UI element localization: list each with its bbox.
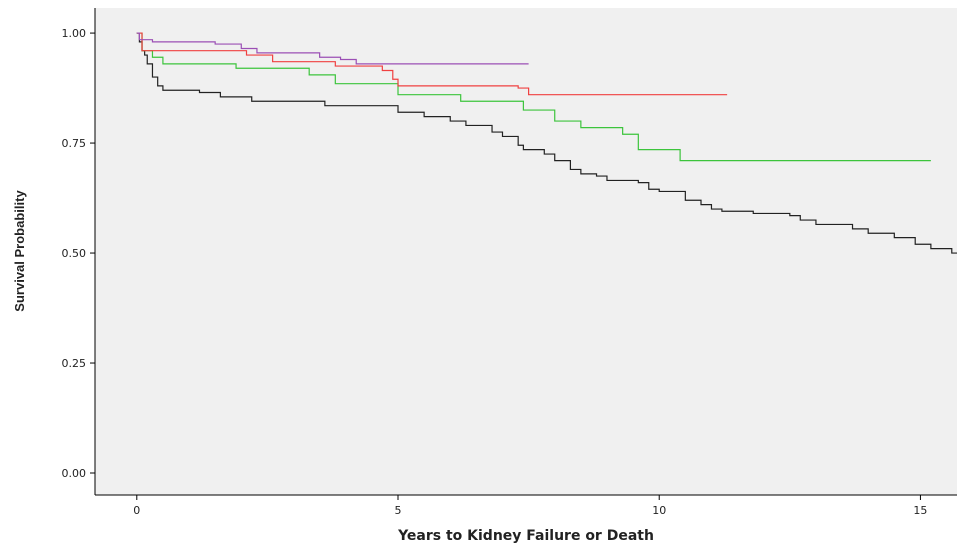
survival-curve <box>136 32 931 162</box>
y-tick-label: 0.25 <box>62 357 87 370</box>
x-tick-label: 15 <box>913 504 927 517</box>
survival-curve <box>136 32 728 96</box>
x-tick-label: 10 <box>652 504 666 517</box>
x-axis-label: Years to Kidney Failure or Death <box>397 528 654 544</box>
y-tick-label: 1.00 <box>62 27 87 40</box>
survival-curve <box>136 32 529 65</box>
y-tick-label: 0.75 <box>62 137 87 150</box>
x-tick-label: 0 <box>133 504 140 517</box>
x-tick-label: 5 <box>395 504 402 517</box>
y-tick-label: 0.00 <box>62 467 87 480</box>
plot-area <box>95 8 957 495</box>
y-axis-label: Survival Probability <box>12 190 27 312</box>
survival-curve <box>136 32 957 254</box>
y-tick-label: 0.50 <box>62 247 87 260</box>
